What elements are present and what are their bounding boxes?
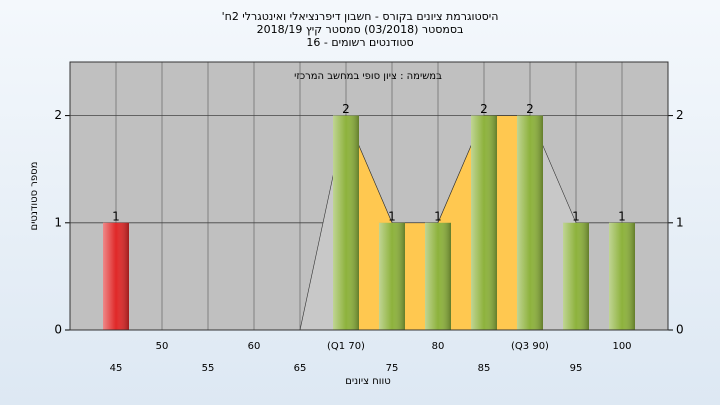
chart-title: סטודנטים רשומים - 16 bbox=[306, 36, 413, 49]
value-label: 1 bbox=[434, 209, 442, 223]
value-label: 2 bbox=[342, 102, 350, 116]
bar-shade bbox=[103, 222, 129, 330]
x-tick-label: 55 bbox=[202, 363, 215, 374]
bar-shade bbox=[517, 115, 543, 330]
bar-shade bbox=[471, 115, 497, 330]
chart-subtitle: במשימה : ציון סופי במחשב המרכזי bbox=[294, 71, 442, 82]
y2-tick-label: 2 bbox=[676, 108, 684, 122]
x-tick-label: (Q3 90) bbox=[511, 341, 549, 352]
x-tick-label: (Q1 70) bbox=[327, 341, 365, 352]
value-label: 2 bbox=[526, 102, 534, 116]
value-label: 1 bbox=[618, 209, 626, 223]
x-tick-label: 50 bbox=[156, 341, 169, 352]
x-tick-label: 45 bbox=[110, 363, 123, 374]
bar-shade bbox=[333, 115, 359, 330]
y-tick-label: 0 bbox=[54, 323, 62, 337]
value-label: 1 bbox=[572, 209, 580, 223]
value-label: 1 bbox=[112, 209, 120, 223]
y-axis-label: מספר סטודנטים bbox=[29, 162, 40, 231]
bar-shade bbox=[563, 222, 589, 330]
x-tick-label: 100 bbox=[612, 341, 631, 352]
y2-tick-label: 1 bbox=[676, 215, 684, 229]
chart-title: בסמסטר (03/2018) סמסטר קיץ 2018/19 bbox=[257, 23, 464, 36]
x-tick-label: 65 bbox=[294, 363, 307, 374]
chart-title: היסטוגרמת ציונים בקורס - חשבון דיפרנציאל… bbox=[222, 10, 499, 23]
bar-shade bbox=[379, 222, 405, 330]
x-tick-label: 85 bbox=[478, 363, 491, 374]
bar-shade bbox=[609, 222, 635, 330]
x-axis-label: טווח ציונים bbox=[345, 376, 390, 387]
plot-border bbox=[69, 61, 669, 331]
value-label: 2 bbox=[480, 102, 488, 116]
y-tick-label: 2 bbox=[54, 108, 62, 122]
x-tick-label: 95 bbox=[570, 363, 583, 374]
bar-shade bbox=[425, 222, 451, 330]
x-tick-label: 80 bbox=[432, 341, 445, 352]
y-tick-label: 1 bbox=[54, 215, 62, 229]
y2-tick-label: 0 bbox=[676, 323, 684, 337]
value-label: 1 bbox=[388, 209, 396, 223]
x-tick-label: 75 bbox=[386, 363, 399, 374]
x-tick-label: 60 bbox=[248, 341, 261, 352]
